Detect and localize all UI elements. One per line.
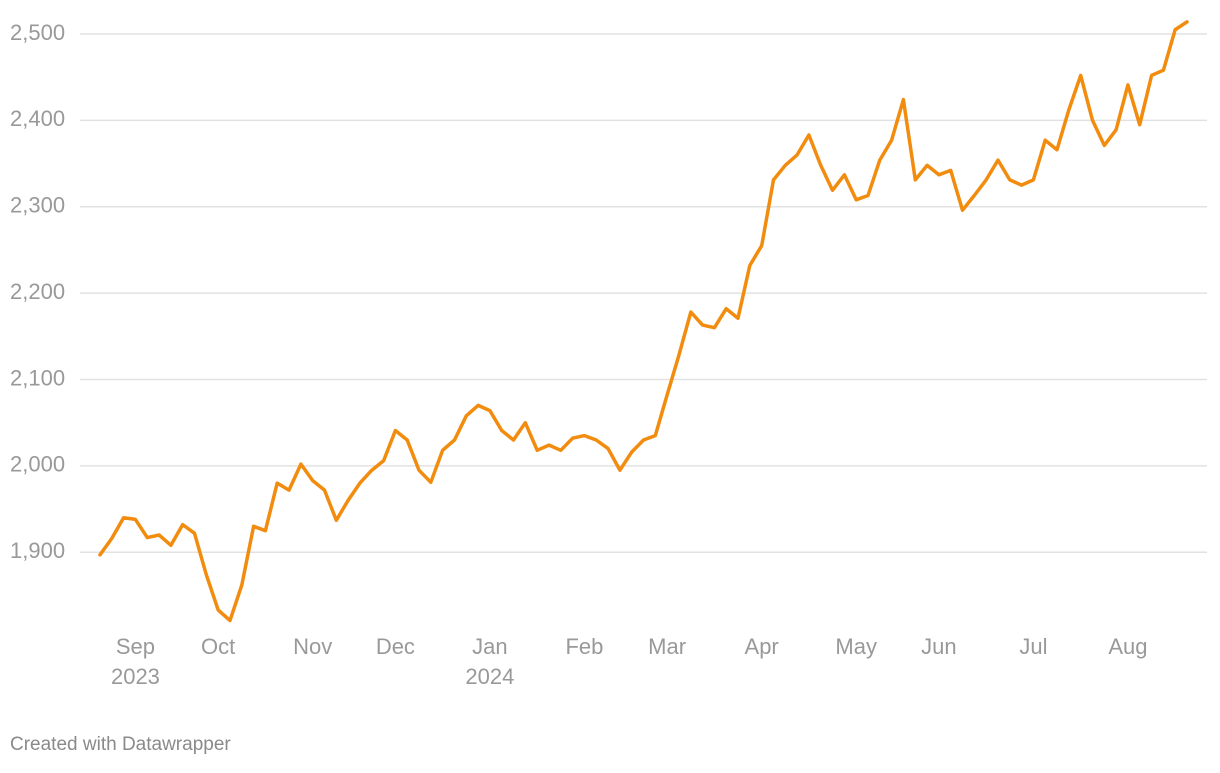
x-tick-label: Jun <box>921 634 956 659</box>
x-tick-label: Jan 2024 <box>465 634 514 689</box>
x-tick-label: Sep 2023 <box>111 634 160 689</box>
y-tick-label: 1,900 <box>10 538 65 563</box>
x-tick-label: Dec <box>376 634 415 659</box>
x-tick-label: Nov <box>293 634 332 659</box>
x-tick-label: Mar <box>648 634 686 659</box>
y-tick-label: 2,100 <box>10 365 65 390</box>
line <box>98 20 1189 623</box>
x-tick-label: May <box>835 634 877 659</box>
credit: Created with Datawrapper <box>10 734 231 755</box>
y-tick-label: 2,000 <box>10 452 65 477</box>
x-tick-label: Apr <box>745 634 779 659</box>
y-tick-label: 2,500 <box>10 20 65 45</box>
x-tick-label: Aug <box>1108 634 1147 659</box>
y-tick-label: 2,400 <box>10 106 65 131</box>
plot-area <box>98 20 1189 623</box>
y-tick-label: 2,300 <box>10 193 65 218</box>
x-tick-label: Feb <box>565 634 603 659</box>
grid: 1,900 2,000 2,100 2,200 2,300 2,400 2,500 Sep 20… <box>10 20 1207 689</box>
x-tick-label: Oct <box>201 634 235 659</box>
y-tick-label: 2,200 <box>10 279 65 304</box>
x-tick-label: Jul <box>1019 634 1047 659</box>
